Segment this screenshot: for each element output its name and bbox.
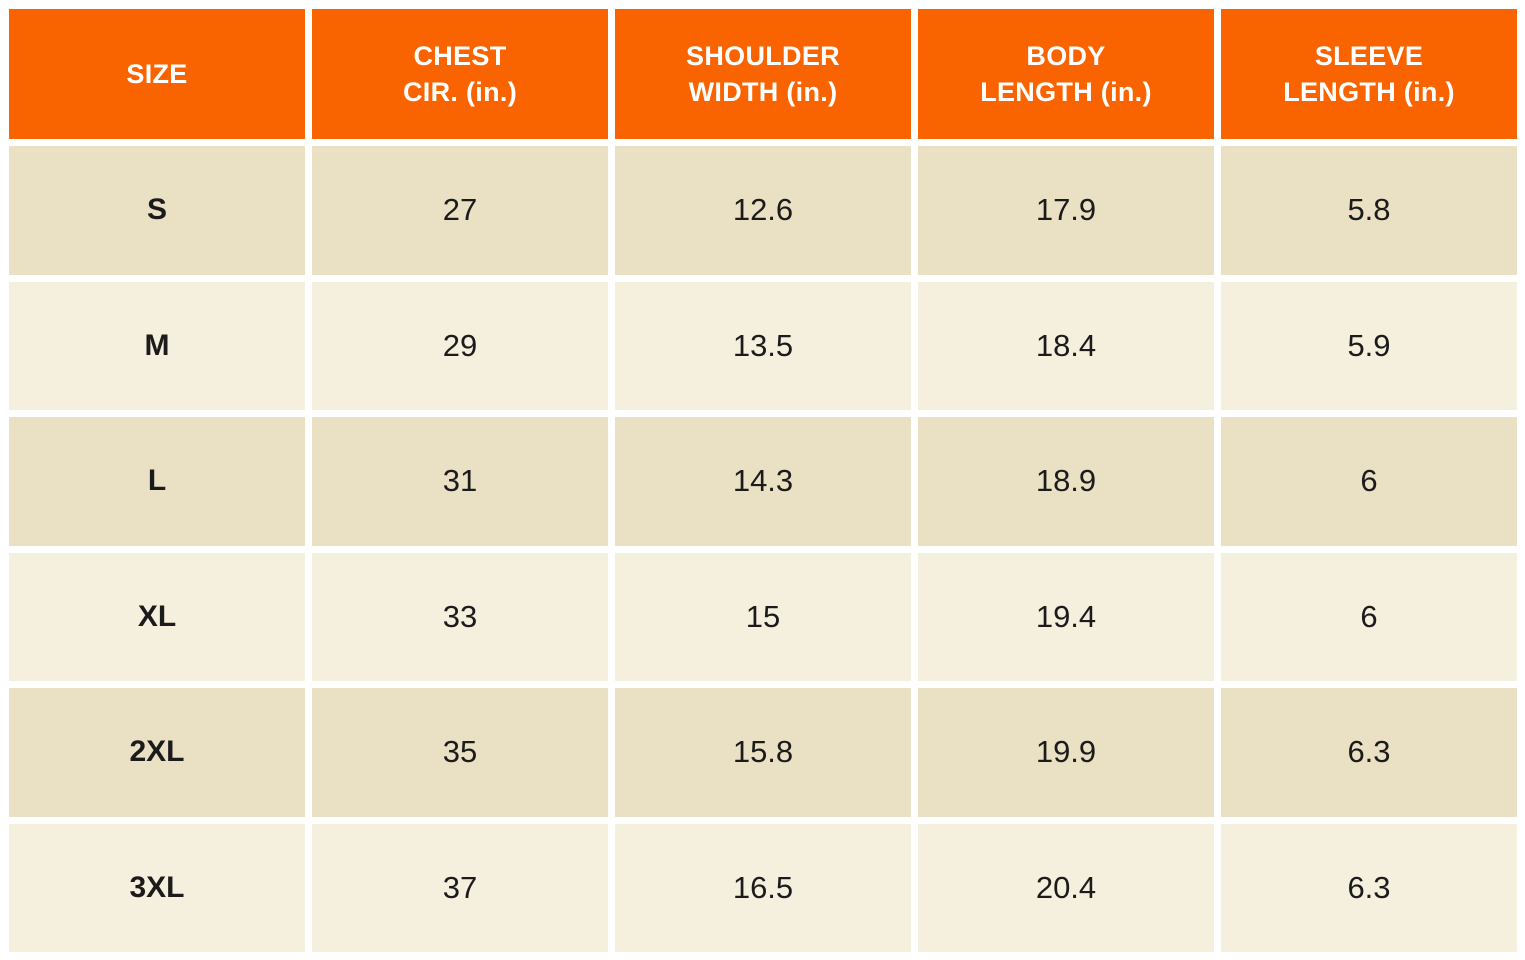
column-header-body-length: BODY LENGTH (in.): [918, 9, 1214, 139]
cell-chest-s: 27: [312, 146, 608, 275]
cell-shoulder-l: 14.3: [615, 417, 911, 546]
column-header-line: LENGTH (in.): [980, 77, 1152, 107]
column-header-chest-cir: CHEST CIR. (in.): [312, 9, 608, 139]
cell-shoulder-m: 13.5: [615, 281, 911, 410]
cell-body-m: 18.4: [918, 281, 1214, 410]
column-header-line: LENGTH (in.): [1283, 77, 1455, 107]
cell-shoulder-s: 12.6: [615, 146, 911, 275]
cell-sleeve-2xl: 6.3: [1221, 688, 1517, 817]
column-header-line: CIR. (in.): [403, 77, 517, 107]
cell-body-3xl: 20.4: [918, 823, 1214, 952]
cell-sleeve-3xl: 6.3: [1221, 823, 1517, 952]
cell-chest-xl: 33: [312, 552, 608, 681]
column-header-line: CHEST: [413, 40, 507, 71]
column-header-size: SIZE: [9, 9, 305, 139]
cell-sleeve-xl: 6: [1221, 552, 1517, 681]
cell-body-xl: 19.4: [918, 552, 1214, 681]
column-header-line: BODY: [1026, 40, 1106, 71]
column-header-line: SIZE: [126, 58, 188, 89]
row-label-s: S: [9, 146, 305, 275]
cell-body-2xl: 19.9: [918, 688, 1214, 817]
column-header-sleeve-length: SLEEVE LENGTH (in.): [1221, 9, 1517, 139]
row-label-xl: XL: [9, 552, 305, 681]
cell-sleeve-m: 5.9: [1221, 281, 1517, 410]
cell-shoulder-2xl: 15.8: [615, 688, 911, 817]
cell-shoulder-xl: 15: [615, 552, 911, 681]
row-label-3xl: 3XL: [9, 823, 305, 952]
cell-shoulder-3xl: 16.5: [615, 823, 911, 952]
cell-chest-3xl: 37: [312, 823, 608, 952]
column-header-line: SHOULDER: [686, 40, 840, 71]
cell-sleeve-l: 6: [1221, 417, 1517, 546]
row-label-m: M: [9, 281, 305, 410]
cell-sleeve-s: 5.8: [1221, 146, 1517, 275]
cell-chest-2xl: 35: [312, 688, 608, 817]
column-header-line: WIDTH (in.): [688, 77, 838, 107]
cell-body-s: 17.9: [918, 146, 1214, 275]
row-label-l: L: [9, 417, 305, 546]
column-header-line: SLEEVE: [1314, 40, 1424, 71]
cell-body-l: 18.9: [918, 417, 1214, 546]
cell-chest-l: 31: [312, 417, 608, 546]
cell-chest-m: 29: [312, 281, 608, 410]
column-header-shoulder-width: SHOULDER WIDTH (in.): [615, 9, 911, 139]
row-label-2xl: 2XL: [9, 688, 305, 817]
